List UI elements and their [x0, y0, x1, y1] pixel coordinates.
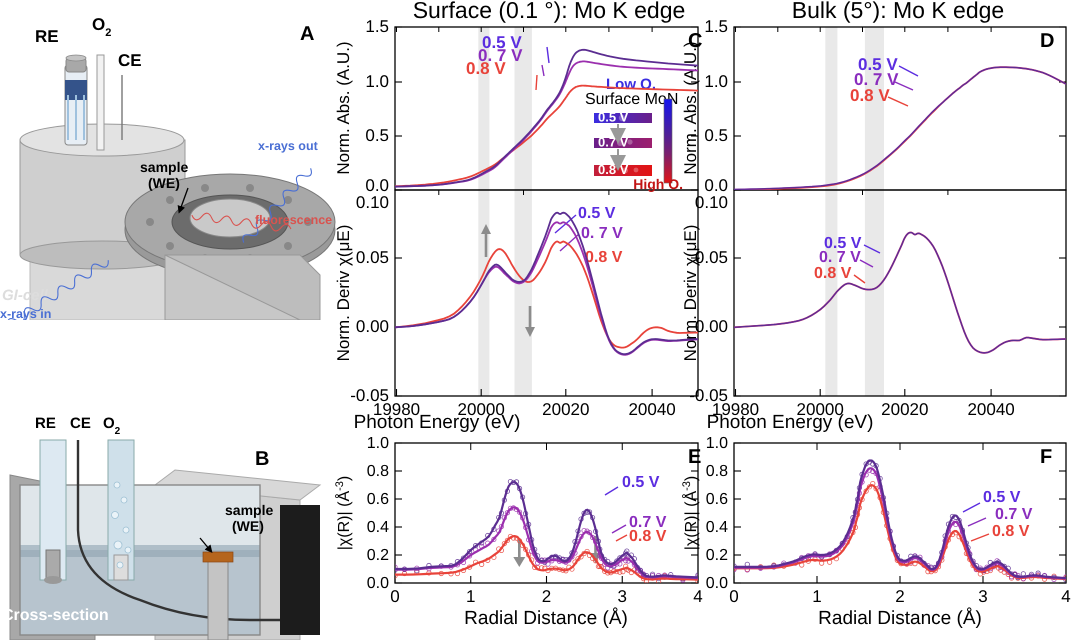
- svg-text:1: 1: [812, 587, 821, 606]
- svg-text:2: 2: [542, 587, 551, 606]
- svg-text:4: 4: [693, 587, 702, 606]
- svg-text:Radial Distance (Å): Radial Distance (Å): [464, 607, 628, 629]
- svg-text:0.6: 0.6: [367, 491, 389, 508]
- svg-text:0.5 V: 0.5 V: [983, 489, 1021, 506]
- svg-text:0.4: 0.4: [367, 519, 389, 536]
- svg-text:0.5 V: 0.5 V: [598, 110, 629, 125]
- svg-text:4: 4: [1061, 587, 1070, 606]
- svg-text:0.10: 0.10: [695, 193, 728, 212]
- svg-text:0.5 V: 0.5 V: [578, 205, 616, 222]
- svg-text:0: 0: [390, 587, 399, 606]
- svg-text:Photon Energy (eV): Photon Energy (eV): [354, 412, 521, 433]
- svg-text:1: 1: [466, 587, 475, 606]
- svg-text:0.8 V: 0.8 V: [850, 86, 890, 105]
- svg-text:1.5: 1.5: [365, 17, 389, 36]
- svg-text:Norm. Abs. (A.U.): Norm. Abs. (A.U.): [681, 41, 700, 174]
- svg-text:0.7 V: 0.7 V: [995, 506, 1033, 523]
- svg-text:|χ(R)| (Å-3): |χ(R)| (Å-3): [334, 476, 353, 550]
- svg-text:1.5: 1.5: [704, 17, 728, 36]
- svg-text:E: E: [688, 446, 701, 468]
- svg-text:0.8 V: 0.8 V: [814, 265, 852, 282]
- svg-text:3: 3: [978, 587, 987, 606]
- svg-text:0.2: 0.2: [706, 547, 728, 564]
- svg-text:0.8 V: 0.8 V: [598, 162, 629, 177]
- svg-text:0.5: 0.5: [704, 126, 728, 145]
- svg-text:Bulk (5°): Mo K edge: Bulk (5°): Mo K edge: [792, 0, 1004, 23]
- svg-text:0.2: 0.2: [367, 547, 389, 564]
- svg-text:0.7 V: 0.7 V: [598, 135, 629, 150]
- svg-text:F: F: [1040, 446, 1052, 468]
- svg-text:|χ(R)| (Å-3): |χ(R)| (Å-3): [681, 476, 700, 550]
- svg-text:0.05: 0.05: [356, 248, 389, 267]
- svg-text:20020: 20020: [881, 400, 928, 419]
- svg-text:High O.: High O.: [633, 176, 683, 192]
- svg-text:20020: 20020: [542, 400, 589, 419]
- svg-text:1.0: 1.0: [365, 72, 389, 91]
- svg-text:0.8 V: 0.8 V: [629, 528, 667, 545]
- svg-text:2: 2: [895, 587, 904, 606]
- svg-text:Radial Distance (Å): Radial Distance (Å): [818, 607, 982, 629]
- svg-text:20040: 20040: [967, 400, 1014, 419]
- svg-text:0.5 V: 0.5 V: [622, 474, 660, 491]
- svg-text:0.0: 0.0: [367, 575, 389, 592]
- svg-text:Norm. Abs. (A.U.): Norm. Abs. (A.U.): [334, 41, 353, 174]
- svg-text:3: 3: [618, 587, 627, 606]
- svg-text:0: 0: [729, 587, 738, 606]
- svg-text:0.6: 0.6: [706, 491, 728, 508]
- svg-text:0.8: 0.8: [367, 463, 389, 480]
- svg-text:20040: 20040: [628, 400, 675, 419]
- svg-text:Photon Energy (eV): Photon Energy (eV): [707, 412, 874, 433]
- svg-text:0.8 V: 0.8 V: [585, 249, 623, 266]
- svg-text:0.5: 0.5: [365, 126, 389, 145]
- svg-text:0.8: 0.8: [706, 463, 728, 480]
- svg-text:0.8 V: 0.8 V: [992, 523, 1030, 540]
- svg-text:0.10: 0.10: [356, 193, 389, 212]
- svg-text:0.8 V: 0.8 V: [466, 59, 506, 78]
- svg-text:D: D: [1040, 30, 1054, 52]
- svg-text:Surface (0.1 °): Mo K edge: Surface (0.1 °): Mo K edge: [413, 0, 686, 23]
- svg-text:1.0: 1.0: [704, 72, 728, 91]
- svg-text:0.4: 0.4: [706, 519, 728, 536]
- svg-text:1.0: 1.0: [367, 435, 389, 452]
- svg-text:1.0: 1.0: [706, 435, 728, 452]
- svg-text:0.0: 0.0: [706, 575, 728, 592]
- svg-text:Norm. Deriv χ(μE): Norm. Deriv χ(μE): [334, 225, 353, 362]
- svg-text:0.00: 0.00: [356, 317, 389, 336]
- svg-text:0. 7 V: 0. 7 V: [581, 225, 623, 242]
- svg-text:0. 7 V: 0. 7 V: [819, 249, 861, 266]
